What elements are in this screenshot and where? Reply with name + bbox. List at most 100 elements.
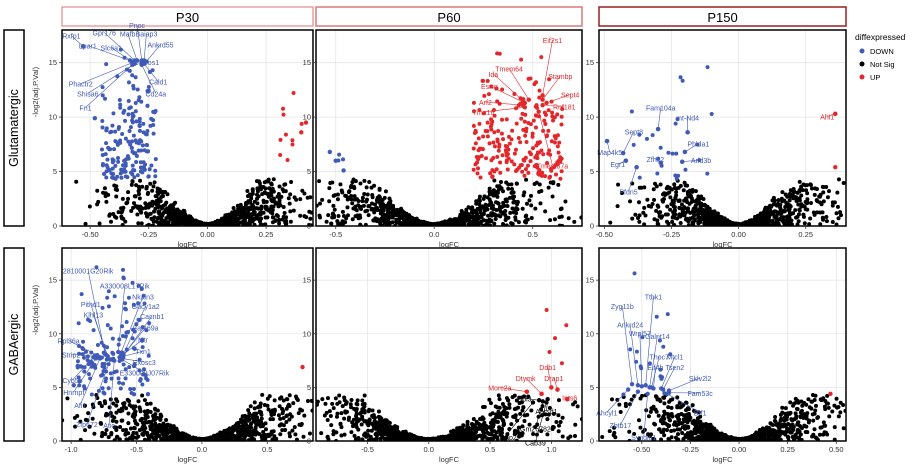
label-leader-line xyxy=(542,75,561,100)
point-not-sig xyxy=(645,197,650,202)
point-down xyxy=(133,109,138,114)
point-not-sig xyxy=(278,396,283,401)
gene-label: Hnrnpf xyxy=(63,390,84,397)
point-not-sig xyxy=(371,218,376,223)
point-up xyxy=(833,165,838,170)
point-not-sig xyxy=(486,213,491,218)
point-not-sig xyxy=(513,215,518,220)
point-not-sig xyxy=(670,219,675,224)
point-down xyxy=(105,323,110,328)
point-not-sig xyxy=(524,213,529,218)
point-not-sig xyxy=(360,199,365,204)
point-not-sig xyxy=(242,218,247,223)
point-not-sig xyxy=(758,211,763,216)
gene-label: Exosc3 xyxy=(133,360,156,367)
point-down xyxy=(137,357,142,362)
point-up xyxy=(505,167,510,172)
points xyxy=(316,51,582,226)
point-not-sig xyxy=(155,433,160,438)
point-up xyxy=(546,128,551,133)
point-up xyxy=(483,128,488,133)
point-up xyxy=(479,146,484,151)
label-leader-line xyxy=(538,111,553,166)
point-not-sig xyxy=(787,203,792,208)
point-not-sig xyxy=(511,196,516,201)
point-not-sig xyxy=(167,216,172,221)
point-up xyxy=(281,106,286,111)
point-not-sig xyxy=(95,395,100,400)
point-not-sig xyxy=(271,177,276,182)
point-not-sig xyxy=(350,217,355,222)
point-not-sig xyxy=(196,437,201,441)
point-up xyxy=(530,134,535,139)
point-not-sig xyxy=(90,416,95,421)
point-down xyxy=(105,157,110,162)
point-not-sig xyxy=(144,401,149,406)
point-not-sig xyxy=(401,210,406,215)
gene-label: Zfp672 xyxy=(76,422,98,429)
point-up xyxy=(485,78,490,83)
y-axis-label: -log2(adj.P.Val) xyxy=(31,284,40,335)
point-not-sig xyxy=(791,189,796,194)
point-not-sig xyxy=(171,206,176,211)
point-up xyxy=(299,130,304,135)
point-not-sig xyxy=(101,190,106,195)
point-not-sig xyxy=(144,186,149,191)
point-up xyxy=(542,110,547,115)
point-up xyxy=(524,129,529,134)
point-down xyxy=(104,357,109,362)
point-not-sig xyxy=(515,199,520,204)
point-not-sig xyxy=(652,197,657,202)
point-not-sig xyxy=(329,423,334,428)
point-up xyxy=(504,150,509,155)
point-down xyxy=(674,176,679,181)
point-down xyxy=(86,372,91,377)
point-not-sig xyxy=(99,434,104,439)
point-not-sig xyxy=(113,425,118,430)
point-up xyxy=(528,152,533,157)
point-not-sig xyxy=(543,209,548,214)
point-not-sig xyxy=(690,187,695,192)
point-not-sig xyxy=(154,428,159,433)
point-not-sig xyxy=(646,204,651,209)
point-not-sig xyxy=(278,432,283,437)
gene-label: Phlda1 xyxy=(687,142,709,149)
point-not-sig xyxy=(135,212,140,217)
grid xyxy=(62,248,313,441)
point-up xyxy=(549,139,554,144)
point-not-sig xyxy=(793,208,798,213)
point-not-sig xyxy=(150,423,155,428)
point-not-sig xyxy=(277,217,282,222)
point-not-sig xyxy=(474,208,479,213)
point-not-sig xyxy=(128,426,133,431)
point-down xyxy=(82,369,87,374)
point-not-sig xyxy=(497,207,502,212)
point-up xyxy=(485,120,490,125)
x-tick-label: 0.0 xyxy=(429,230,439,239)
point-not-sig xyxy=(298,407,303,412)
point-up xyxy=(560,107,565,112)
point-not-sig xyxy=(151,415,156,420)
point-not-sig xyxy=(835,204,840,209)
point-not-sig xyxy=(235,426,240,431)
point-up xyxy=(512,151,517,156)
point-not-sig xyxy=(331,203,336,208)
point-not-sig xyxy=(247,430,252,435)
point-not-sig xyxy=(281,423,286,428)
point-not-sig xyxy=(475,212,480,217)
gene-label: Stambp xyxy=(548,74,572,81)
point-not-sig xyxy=(242,425,247,430)
point-up xyxy=(498,170,503,175)
point-not-sig xyxy=(824,215,829,220)
point-not-sig xyxy=(86,411,91,416)
point-not-sig xyxy=(342,432,347,437)
label-leader-line xyxy=(622,131,635,154)
point-not-sig xyxy=(254,419,259,424)
point-not-sig xyxy=(234,217,239,222)
point-up xyxy=(481,78,486,83)
point-not-sig xyxy=(179,219,184,224)
point-not-sig xyxy=(515,207,520,212)
point-not-sig xyxy=(516,220,521,225)
point-not-sig xyxy=(787,192,792,197)
